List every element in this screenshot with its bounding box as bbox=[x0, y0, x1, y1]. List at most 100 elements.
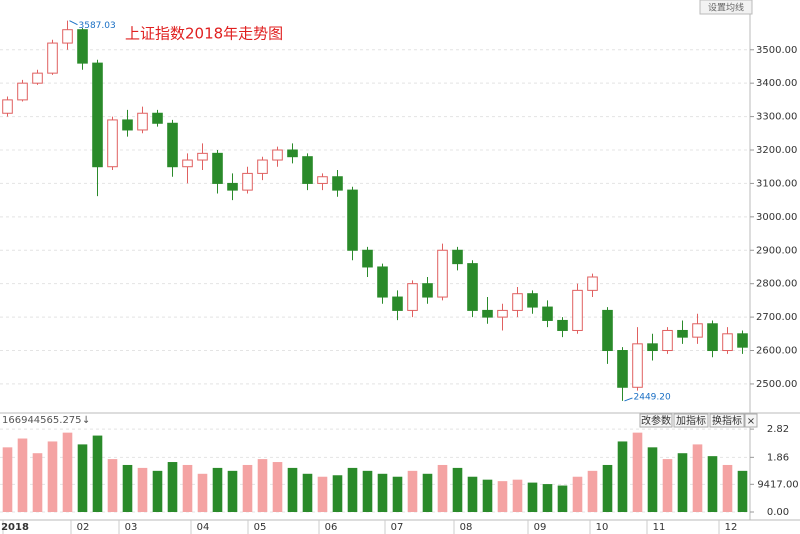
volume-bar bbox=[722, 464, 733, 512]
indicator-button[interactable] bbox=[709, 413, 745, 428]
x-tick-label: 11 bbox=[653, 522, 666, 533]
volume-bar bbox=[557, 485, 568, 512]
candle-body bbox=[317, 176, 328, 184]
chart-title: 上证指数2018年走势图 bbox=[125, 25, 283, 43]
candle-body bbox=[77, 29, 88, 64]
candle-body bbox=[332, 176, 343, 191]
y-tick-label: 2700.00 bbox=[756, 312, 797, 323]
volume-bar bbox=[257, 459, 268, 512]
volume-bar bbox=[377, 473, 388, 512]
x-tick-label: 07 bbox=[391, 522, 404, 533]
candle-body bbox=[587, 276, 598, 291]
y2-tick-label: 2.82 bbox=[767, 424, 789, 435]
candle-body bbox=[362, 249, 373, 268]
candle-body bbox=[107, 119, 118, 168]
volume-bar bbox=[92, 435, 103, 512]
candle-body bbox=[287, 149, 298, 158]
volume-bar bbox=[227, 470, 238, 512]
candle-body bbox=[347, 189, 358, 251]
volume-bar bbox=[332, 475, 343, 512]
x-tick-label: 08 bbox=[460, 522, 473, 533]
volume-bar bbox=[47, 441, 58, 512]
candle-body bbox=[212, 152, 223, 184]
indicator-button[interactable] bbox=[639, 413, 673, 428]
candle-body bbox=[647, 343, 658, 352]
volume-bar bbox=[572, 476, 583, 512]
volume-bar bbox=[602, 464, 613, 512]
volume-bar bbox=[77, 444, 88, 512]
candle-body bbox=[122, 119, 133, 131]
candle-body bbox=[572, 289, 583, 331]
candle-body bbox=[152, 112, 163, 124]
annotation-arrow bbox=[69, 20, 78, 26]
volume-bar bbox=[212, 467, 223, 512]
ma-button-label[interactable]: 设置均线 bbox=[708, 2, 744, 14]
y2-tick-label: 9417.00 bbox=[757, 479, 798, 490]
y-tick-label: 3100.00 bbox=[756, 178, 797, 189]
candle-body bbox=[467, 263, 478, 311]
volume-header: 166944565.275 bbox=[2, 415, 82, 426]
candle-body bbox=[497, 309, 508, 318]
annotation: 2449.20 bbox=[634, 392, 671, 402]
candle-body bbox=[437, 249, 448, 298]
candle-body bbox=[137, 112, 148, 131]
volume-bar bbox=[407, 470, 418, 512]
candle-body bbox=[527, 293, 538, 308]
candle-body bbox=[677, 329, 688, 338]
volume-bar bbox=[422, 473, 433, 512]
candle-body bbox=[617, 350, 628, 388]
volume-bar bbox=[632, 432, 643, 512]
ma-button[interactable] bbox=[699, 0, 753, 15]
x-tick-label: 04 bbox=[197, 522, 210, 533]
x-tick-label: 09 bbox=[534, 522, 547, 533]
volume-bar bbox=[167, 462, 178, 512]
volume-bar bbox=[137, 467, 148, 512]
y-tick-label: 3200.00 bbox=[756, 145, 797, 156]
x-tick-label: 2018 bbox=[1, 522, 29, 533]
candle-body bbox=[722, 333, 733, 352]
candle-body bbox=[32, 72, 43, 84]
candle-body bbox=[512, 293, 523, 311]
y2-tick-label: 0.00 bbox=[767, 507, 789, 518]
candle-body bbox=[227, 182, 238, 191]
y-tick-label: 3500.00 bbox=[756, 45, 797, 56]
candle-body bbox=[542, 306, 553, 321]
candle-body bbox=[302, 156, 313, 184]
indicator-button-label[interactable]: × bbox=[747, 416, 755, 427]
y-tick-label: 3000.00 bbox=[756, 212, 797, 223]
indicator-button-label[interactable]: 加指标 bbox=[676, 414, 706, 427]
volume-bar bbox=[587, 470, 598, 512]
volume-bar bbox=[62, 432, 73, 512]
volume-bar bbox=[467, 476, 478, 512]
x-tick-label: 06 bbox=[325, 522, 338, 533]
candle-body bbox=[452, 249, 463, 265]
indicator-button-label[interactable]: 改参数 bbox=[641, 414, 671, 427]
volume-bar bbox=[317, 476, 328, 512]
indicator-button[interactable] bbox=[673, 413, 709, 428]
volume-arrow: ↓ bbox=[82, 415, 90, 426]
volume-bar bbox=[107, 459, 118, 512]
volume-bar bbox=[242, 464, 253, 512]
candle-body bbox=[47, 42, 58, 74]
indicator-button-label[interactable]: 换指标 bbox=[712, 414, 742, 427]
volume-bar bbox=[662, 459, 673, 512]
candle-body bbox=[407, 283, 418, 311]
volume-bar bbox=[692, 444, 703, 512]
candle-body bbox=[632, 343, 643, 388]
volume-bar bbox=[677, 453, 688, 512]
y-tick-label: 2500.00 bbox=[756, 379, 797, 390]
indicator-button[interactable] bbox=[744, 413, 758, 428]
volume-bar bbox=[512, 479, 523, 512]
volume-bar bbox=[737, 470, 748, 512]
candle-body bbox=[167, 122, 178, 168]
candle-body bbox=[197, 152, 208, 161]
candle-body bbox=[272, 149, 283, 161]
candle-body bbox=[17, 82, 28, 101]
volume-bar bbox=[482, 479, 493, 512]
volume-bar bbox=[302, 473, 313, 512]
y-tick-label: 3400.00 bbox=[756, 78, 797, 89]
y-tick-label: 2900.00 bbox=[756, 245, 797, 256]
